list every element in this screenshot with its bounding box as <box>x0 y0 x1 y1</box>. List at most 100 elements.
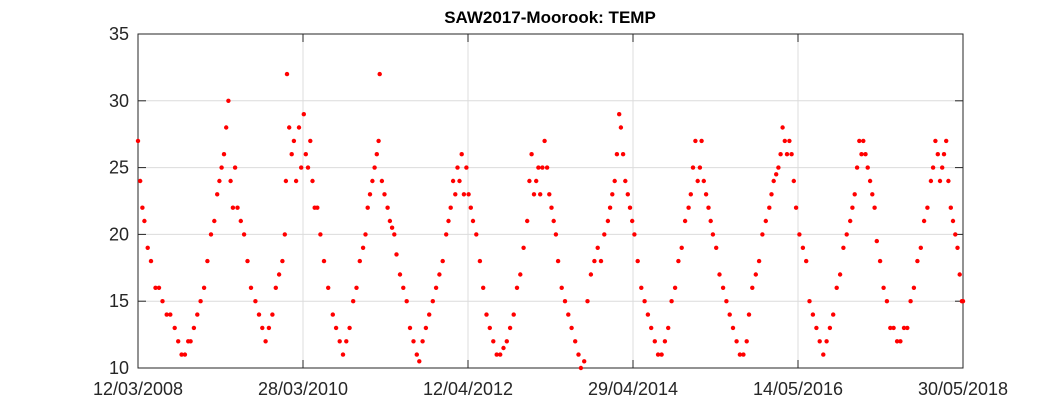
y-tick-label: 15 <box>109 291 129 311</box>
data-point <box>238 218 243 224</box>
data-point <box>690 165 696 170</box>
data-point <box>605 218 611 224</box>
data-point <box>872 205 877 210</box>
data-point <box>672 285 678 290</box>
data-point <box>870 192 875 197</box>
data-point <box>928 178 934 184</box>
data-point <box>315 205 320 210</box>
data-point <box>160 299 165 304</box>
x-tick-label: 12/04/2012 <box>423 379 513 399</box>
data-point <box>232 165 238 170</box>
data-point <box>549 205 554 210</box>
data-point <box>351 299 356 304</box>
data-point <box>666 325 671 331</box>
data-point <box>397 272 403 277</box>
data-point <box>859 152 864 157</box>
data-point <box>632 232 637 237</box>
data-point <box>440 258 445 264</box>
data-point <box>901 325 907 331</box>
data-point <box>741 352 746 357</box>
data-point <box>797 232 802 237</box>
data-point <box>411 339 416 344</box>
data-point <box>289 152 294 157</box>
data-point <box>370 178 375 184</box>
data-point <box>276 272 282 277</box>
data-point <box>778 152 783 157</box>
data-point <box>727 312 732 317</box>
data-point <box>414 352 419 357</box>
data-point <box>582 359 587 364</box>
data-point <box>256 312 262 317</box>
data-point <box>337 339 342 344</box>
x-tick-label: 28/03/2010 <box>258 379 348 399</box>
data-point <box>420 339 425 344</box>
data-point <box>407 325 413 331</box>
data-point <box>305 165 311 170</box>
data-point <box>417 359 422 364</box>
data-point <box>782 138 787 144</box>
data-point <box>717 272 722 277</box>
data-point <box>592 258 597 264</box>
data-point <box>538 192 543 197</box>
data-point <box>669 299 674 304</box>
data-point <box>453 192 458 197</box>
data-point <box>566 312 571 317</box>
data-point <box>221 152 227 157</box>
data-point <box>844 232 849 237</box>
data-point <box>263 339 268 344</box>
data-point <box>188 339 193 344</box>
data-point <box>607 205 613 210</box>
data-point <box>226 98 231 104</box>
data-point <box>588 272 594 277</box>
data-point <box>525 218 530 224</box>
data-point <box>688 192 693 197</box>
data-point <box>894 339 900 344</box>
data-point <box>625 192 630 197</box>
data-point <box>800 245 806 250</box>
data-point <box>266 325 272 331</box>
data-point <box>310 178 315 184</box>
data-point <box>514 285 520 290</box>
data-point <box>940 165 945 170</box>
data-point <box>623 178 628 184</box>
data-point <box>253 299 258 304</box>
data-point <box>534 178 539 184</box>
data-point <box>693 138 698 144</box>
data-point <box>834 285 839 290</box>
data-point <box>468 205 473 210</box>
data-point <box>542 138 547 144</box>
data-point <box>804 258 809 264</box>
data-point <box>326 285 331 290</box>
data-point <box>191 325 197 331</box>
data-point <box>531 192 537 197</box>
data-point <box>273 285 278 290</box>
data-point <box>215 192 220 197</box>
data-point <box>270 312 275 317</box>
data-point <box>521 245 526 250</box>
data-point <box>915 258 920 264</box>
data-point <box>935 152 940 157</box>
data-point <box>382 192 387 197</box>
data-point <box>296 125 302 130</box>
data-point <box>518 272 523 277</box>
data-point <box>142 218 147 224</box>
data-point <box>955 245 960 250</box>
data-point <box>756 258 762 264</box>
data-point <box>484 312 489 317</box>
data-point <box>224 125 229 130</box>
data-point <box>746 312 752 317</box>
data-point <box>948 205 953 210</box>
data-point <box>511 312 516 317</box>
data-point <box>387 218 393 224</box>
data-point <box>153 285 158 290</box>
data-point <box>354 285 359 290</box>
data-point <box>720 285 726 290</box>
data-point <box>461 192 467 197</box>
data-point <box>960 299 966 304</box>
data-point <box>135 138 141 144</box>
data-point <box>430 299 435 304</box>
data-point <box>385 205 390 210</box>
data-point <box>553 232 559 237</box>
data-point <box>205 258 210 264</box>
data-point <box>877 258 883 264</box>
